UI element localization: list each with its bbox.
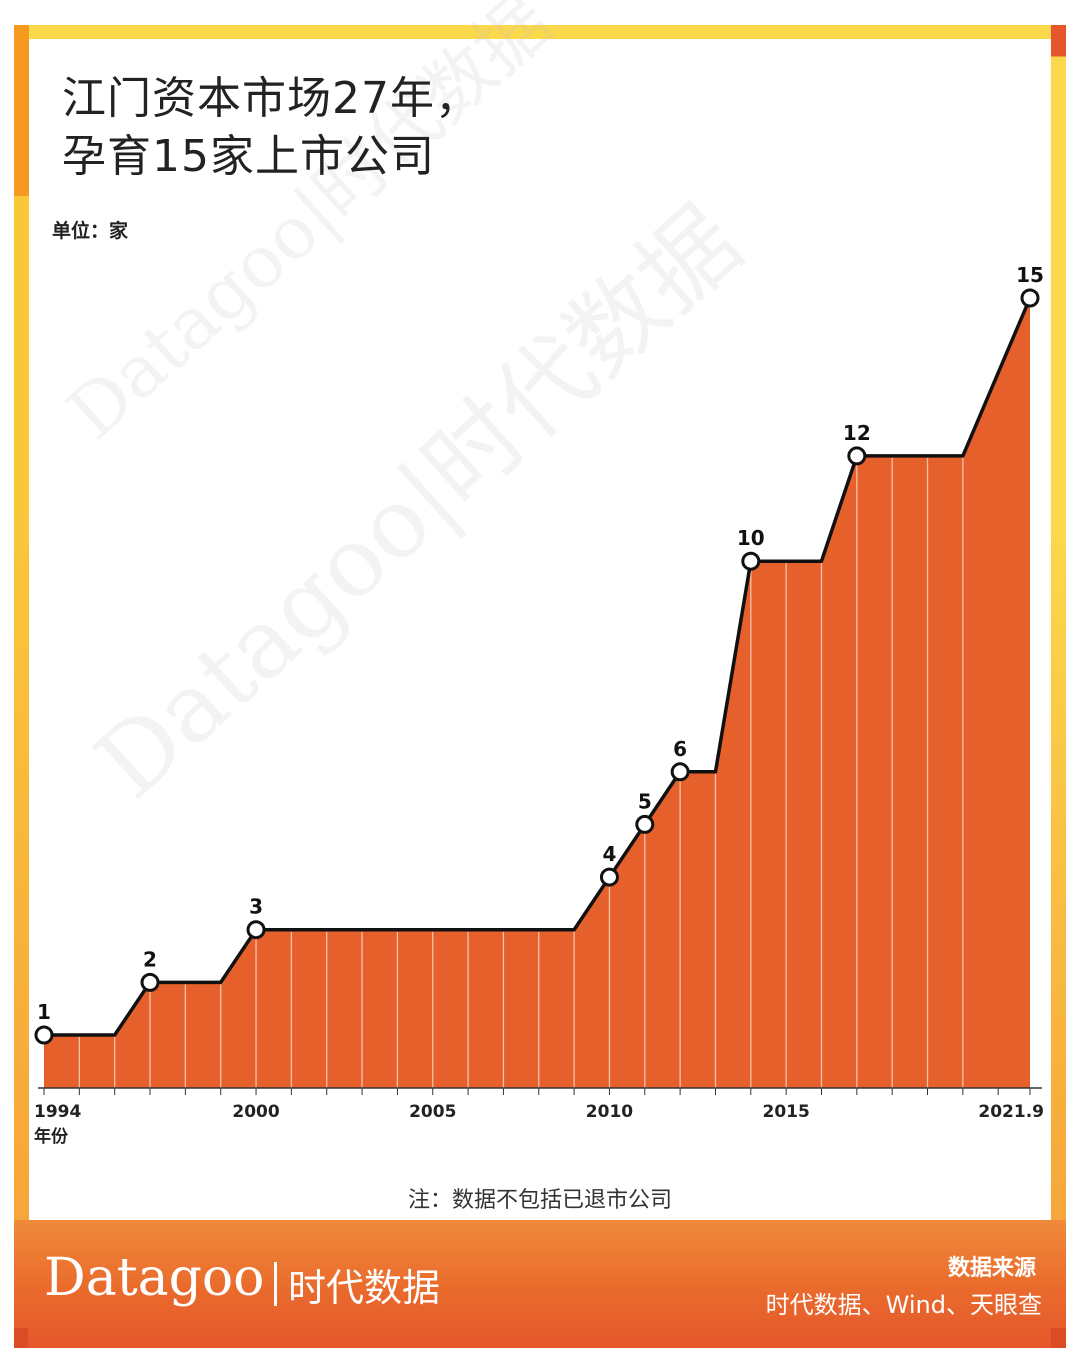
footer-edge-left bbox=[14, 1328, 28, 1348]
chart-title-line1: 江门资本市场27年， bbox=[62, 73, 480, 124]
data-label: 5 bbox=[638, 789, 652, 813]
footnote: 注：数据不包括已退市公司 bbox=[407, 1188, 672, 1213]
data-label: 12 bbox=[843, 421, 871, 445]
chart-svg: 1994 2000 2005 2010 2015 2021.9年份 12345610121… bbox=[34, 263, 1044, 1147]
brand-logo-cn: 时代数据 bbox=[288, 1266, 441, 1310]
footer-bar bbox=[14, 1220, 1066, 1348]
brand-separator bbox=[274, 1262, 277, 1306]
chart-title: 江门资本市场27年， 孕育15家上市公司 bbox=[62, 70, 480, 186]
frame-right-border bbox=[1051, 25, 1066, 1245]
footer-edge-right bbox=[1051, 1328, 1066, 1348]
page-top-margin bbox=[0, 0, 1080, 25]
data-point bbox=[670, 762, 690, 782]
year-dividers bbox=[78, 457, 964, 1088]
x-tick-label: 2010 bbox=[586, 1102, 633, 1122]
data-label: 4 bbox=[602, 842, 616, 866]
data-label: 15 bbox=[1016, 263, 1044, 287]
x-tick-label: 1994 bbox=[34, 1102, 81, 1122]
points-layer bbox=[34, 288, 1040, 1045]
data-point bbox=[1020, 288, 1040, 308]
data-label: 2 bbox=[143, 947, 157, 971]
x-tick-label: 2021.9 bbox=[978, 1102, 1044, 1122]
chart-title-line2: 孕育15家上市公司 bbox=[62, 131, 435, 182]
source-title: 数据来源 bbox=[947, 1256, 1036, 1281]
brand-logo: Datagoo bbox=[44, 1248, 265, 1308]
x-tick-label: 2000 bbox=[232, 1102, 279, 1122]
unit-label: 单位：家 bbox=[52, 220, 129, 242]
data-point bbox=[741, 551, 761, 571]
data-label: 6 bbox=[673, 737, 687, 761]
data-point bbox=[140, 972, 160, 992]
source-text: 时代数据、Wind、天眼查 bbox=[765, 1291, 1042, 1319]
frame-top-border bbox=[14, 25, 1066, 39]
x-tick-label: 2015 bbox=[762, 1102, 809, 1122]
line-layer bbox=[44, 297, 1032, 1037]
x-axis: 1994 2000 2005 2010 2015 2021.9 年份 bbox=[34, 1087, 1044, 1147]
x-axis-unit: 年份 bbox=[34, 1126, 69, 1147]
data-point bbox=[599, 867, 619, 887]
x-tick-label: 2005 bbox=[409, 1102, 456, 1122]
data-label: 10 bbox=[737, 526, 765, 550]
data-point bbox=[246, 920, 266, 940]
data-point bbox=[635, 814, 655, 834]
series-line bbox=[44, 297, 1032, 1037]
area-fill bbox=[44, 298, 1030, 1088]
area-layer bbox=[44, 298, 1030, 1088]
data-point bbox=[847, 446, 867, 466]
data-label: 1 bbox=[37, 1000, 51, 1024]
frame-left-border bbox=[14, 25, 29, 1245]
data-label: 3 bbox=[249, 895, 263, 919]
data-point bbox=[34, 1025, 54, 1045]
